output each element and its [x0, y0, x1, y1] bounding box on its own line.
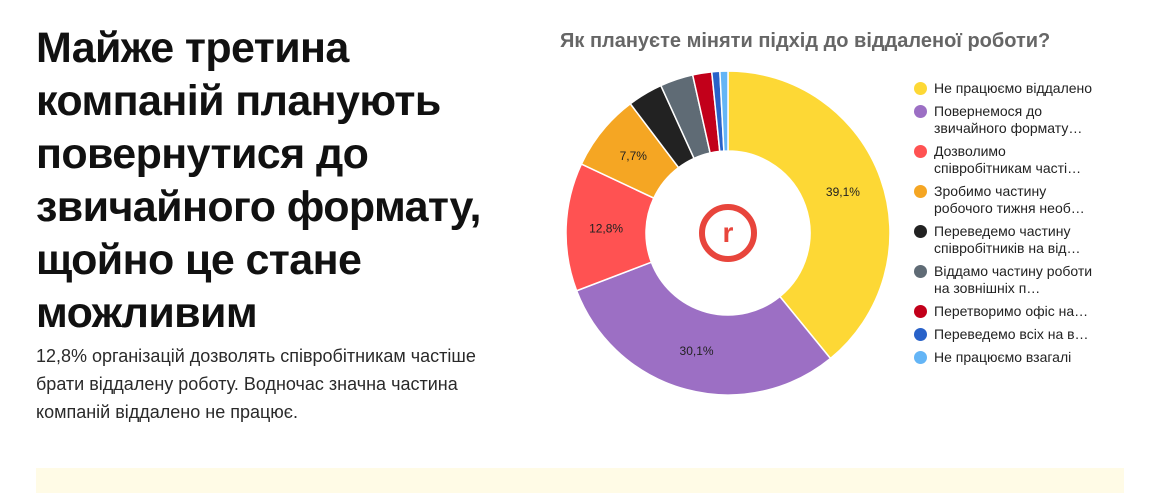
legend-swatch-icon	[914, 265, 927, 278]
legend-swatch-icon	[914, 105, 927, 118]
lead-paragraph: 12,8% організацій дозволять співробітник…	[36, 346, 476, 422]
legend-item[interactable]: Повернемося до звичайного формату…	[914, 103, 1114, 137]
legend-item[interactable]: Переведемо всіх на в…	[914, 326, 1114, 343]
donut-slice-9	[719, 70, 729, 152]
legend-label: Не працюємо віддалено	[934, 80, 1093, 96]
legend-swatch-icon	[914, 328, 927, 341]
legend-swatch-icon	[914, 82, 927, 95]
center-logo: r	[699, 204, 757, 262]
legend-item[interactable]: Переведемо частину співробітників на від…	[914, 223, 1114, 257]
legend-item[interactable]: Не працюємо віддалено	[914, 80, 1114, 97]
logo-letter: r	[723, 217, 734, 248]
logo-ring-icon	[699, 204, 757, 262]
legend-item[interactable]: Віддамо частину роботи на зовнішніх п…	[914, 263, 1114, 297]
legend-swatch-icon	[914, 305, 927, 318]
donut-chart: 39,1% 30,1% 12,8% 7,7% r	[565, 70, 891, 396]
legend-swatch-icon	[914, 225, 927, 238]
legend-item[interactable]: Зробимо частину робочого тижня необ…	[914, 183, 1114, 217]
legend-label: Переведемо частину співробітників на від…	[934, 223, 1081, 256]
donut-slice-1	[727, 70, 891, 360]
legend-label: Повернемося до звичайного формату…	[934, 103, 1083, 136]
headline: Майже третина компаній планують повернут…	[36, 24, 481, 337]
legend-label: Віддамо частину роботи на зовнішніх п…	[934, 263, 1093, 296]
legend-label: Перетворимо офіс на…	[934, 303, 1089, 319]
legend-item[interactable]: Дозволимо співробітникам часті…	[914, 143, 1114, 177]
legend-item[interactable]: Не працюємо взагалі	[914, 349, 1114, 366]
legend-item[interactable]: Перетворимо офіс на…	[914, 303, 1114, 320]
chart-title: Як плануєте міняти підхід до віддаленої …	[560, 30, 1051, 52]
legend-label: Переведемо всіх на в…	[934, 326, 1089, 342]
slice-label-4: 7,7%	[620, 149, 648, 163]
donut-slice-2	[575, 261, 832, 396]
legend-label: Зробимо частину робочого тижня необ…	[934, 183, 1085, 216]
bottom-highlight-strip	[36, 468, 1124, 493]
legend-label: Не працюємо взагалі	[934, 349, 1072, 365]
legend-swatch-icon	[914, 145, 927, 158]
slice-label-1: 39,1%	[826, 185, 860, 199]
slice-label-3: 12,8%	[589, 221, 623, 235]
legend-label: Дозволимо співробітникам часті…	[934, 143, 1082, 176]
legend-swatch-icon	[914, 185, 927, 198]
chart-legend: Не працюємо віддалено Повернемося до звич…	[914, 80, 1114, 372]
legend-swatch-icon	[914, 351, 927, 364]
slice-label-2: 30,1%	[680, 344, 714, 358]
